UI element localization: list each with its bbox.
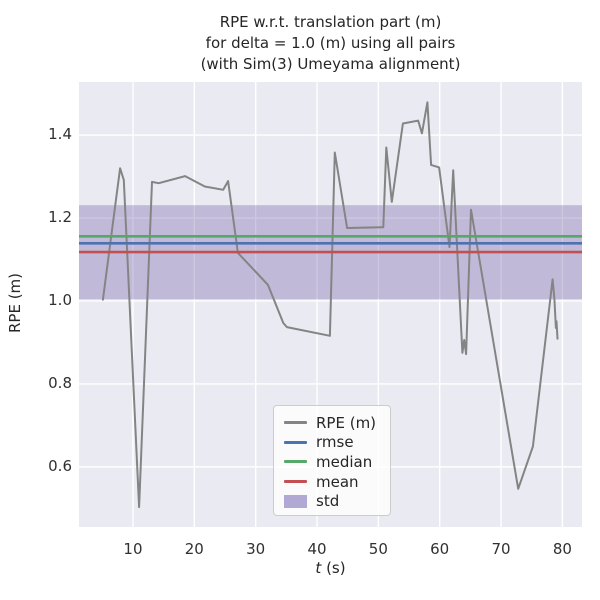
chart-title-line-1: RPE w.r.t. translation part (m) [219,13,442,31]
chart-title-line-2: for delta = 1.0 (m) using all pairs [205,34,456,52]
legend: RPE (m) rmse median mean std [273,405,391,516]
rpe-line [101,101,559,509]
legend-swatch-rpe-line [284,421,307,425]
legend-item-rmse: rmse [284,433,380,453]
x-axis-label-unit: (s) [321,559,346,577]
y-tick-label: 1.2 [48,208,72,227]
legend-label-median: median [316,452,373,471]
legend-swatch-rmse-line [284,440,307,444]
chart-title-line-3: (with Sim(3) Umeyama alignment) [200,55,461,73]
chart-title: RPE w.r.t. translation part (m) for delt… [79,12,582,75]
x-tick-label: 60 [430,540,450,558]
legend-label-mean: mean [316,472,359,491]
y-tick-label: 0.6 [48,456,72,475]
legend-item-mean: mean [284,472,380,492]
x-axis-label-variable: t [315,559,322,577]
legend-item-median: median [284,452,380,472]
legend-item-rpe: RPE (m) [284,413,380,433]
legend-label-rpe: RPE (m) [316,413,377,432]
x-tick-label: 50 [368,540,388,558]
x-tick-label: 20 [184,540,204,558]
x-tick-label: 80 [552,540,572,558]
legend-label-rmse: rmse [316,433,354,452]
y-tick-label: 1.0 [48,290,72,309]
y-axis-label: RPE (m) [6,272,24,334]
x-tick-label: 70 [491,540,511,558]
x-axis-label: t (s) [79,559,582,577]
legend-label-std: std [316,492,340,511]
y-tick-label: 1.4 [48,125,72,144]
x-tick-label: 10 [123,540,143,558]
legend-item-std: std [284,491,380,511]
legend-swatch-std-patch [284,494,307,508]
legend-swatch-median-line [284,460,307,464]
y-tick-label: 0.8 [48,373,72,392]
x-tick-label: 40 [307,540,327,558]
legend-swatch-mean-line [284,480,307,484]
x-tick-label: 30 [246,540,266,558]
